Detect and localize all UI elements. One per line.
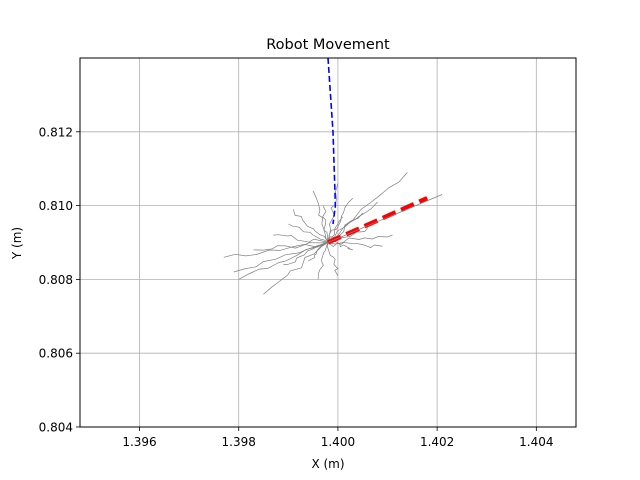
trail-path — [327, 172, 408, 243]
trail-path — [223, 242, 329, 258]
trail-paths — [223, 172, 408, 295]
trail-path — [288, 223, 329, 243]
trail-path — [322, 205, 329, 243]
trail-path — [273, 234, 329, 243]
trail-path — [317, 242, 329, 280]
x-tick-label: 1.404 — [519, 435, 553, 449]
y-tick-label: 0.806 — [39, 347, 73, 361]
y-tick-label: 0.804 — [39, 421, 73, 435]
y-ticks: 0.804 0.806 0.808 0.810 0.812 — [39, 125, 80, 435]
chart-title: Robot Movement — [266, 37, 390, 53]
y-tick-label: 0.808 — [39, 273, 73, 287]
trail-path — [308, 242, 329, 262]
trail-path — [312, 190, 329, 243]
trail-path — [233, 242, 329, 273]
x-tick-label: 1.400 — [321, 435, 355, 449]
series-line-1 — [327, 196, 429, 245]
x-tick-label: 1.402 — [420, 435, 454, 449]
trail-path — [292, 209, 329, 243]
x-tick-label: 1.398 — [222, 435, 256, 449]
y-axis-label: Y (m) — [10, 227, 24, 260]
plot-frame — [79, 57, 577, 428]
trail-path — [327, 240, 383, 248]
trail-path — [263, 242, 329, 295]
y-tick-label: 0.812 — [39, 125, 73, 139]
series-line-0 — [327, 57, 337, 225]
trail-path — [283, 242, 329, 265]
trail-path — [327, 242, 339, 276]
trail-path — [253, 242, 329, 251]
x-axis-label: X (m) — [311, 457, 344, 471]
series-lines — [327, 57, 443, 245]
trail-path — [238, 242, 329, 280]
series-line-2 — [327, 194, 443, 243]
trail-path — [327, 242, 353, 251]
trail-path — [326, 216, 344, 243]
x-tick-label: 1.396 — [122, 435, 156, 449]
y-tick-label: 0.810 — [39, 199, 73, 213]
x-ticks: 1.396 1.398 1.400 1.402 1.404 — [122, 427, 553, 449]
